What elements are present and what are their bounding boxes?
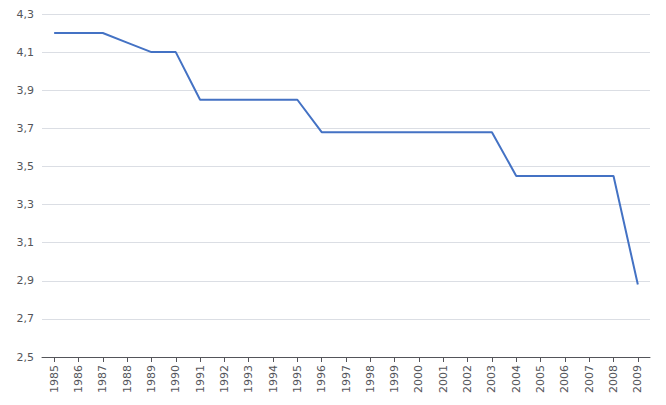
svg-text:2,9: 2,9 xyxy=(17,274,35,287)
svg-text:1986: 1986 xyxy=(72,365,85,393)
svg-text:1996: 1996 xyxy=(315,365,328,393)
svg-text:2008: 2008 xyxy=(607,365,620,393)
svg-text:2,7: 2,7 xyxy=(17,312,35,325)
svg-text:1988: 1988 xyxy=(121,365,134,393)
svg-text:3,9: 3,9 xyxy=(17,84,35,97)
svg-text:1999: 1999 xyxy=(388,365,401,393)
svg-text:2006: 2006 xyxy=(558,365,571,393)
svg-text:2007: 2007 xyxy=(583,365,596,393)
svg-text:4,1: 4,1 xyxy=(17,46,35,59)
svg-text:1992: 1992 xyxy=(218,365,231,393)
svg-text:2002: 2002 xyxy=(461,365,474,393)
svg-text:2001: 2001 xyxy=(437,365,450,393)
svg-text:2,5: 2,5 xyxy=(17,351,35,364)
svg-text:2000: 2000 xyxy=(412,365,425,393)
svg-text:1987: 1987 xyxy=(96,365,109,393)
svg-text:1993: 1993 xyxy=(242,365,255,393)
svg-text:2009: 2009 xyxy=(631,365,644,393)
svg-text:1997: 1997 xyxy=(340,365,353,393)
svg-text:2004: 2004 xyxy=(510,365,523,393)
svg-text:3,5: 3,5 xyxy=(17,160,35,173)
svg-text:3,3: 3,3 xyxy=(17,198,35,211)
svg-text:1989: 1989 xyxy=(145,365,158,393)
svg-text:3,7: 3,7 xyxy=(17,122,35,135)
svg-text:1985: 1985 xyxy=(48,365,61,393)
svg-text:1995: 1995 xyxy=(291,365,304,393)
svg-text:1994: 1994 xyxy=(267,365,280,393)
svg-text:1991: 1991 xyxy=(194,365,207,393)
svg-text:2003: 2003 xyxy=(485,365,498,393)
svg-text:3,1: 3,1 xyxy=(17,236,35,249)
svg-text:1998: 1998 xyxy=(364,365,377,393)
svg-text:2005: 2005 xyxy=(534,365,547,393)
svg-text:1990: 1990 xyxy=(169,365,182,393)
svg-text:4,3: 4,3 xyxy=(17,8,35,21)
